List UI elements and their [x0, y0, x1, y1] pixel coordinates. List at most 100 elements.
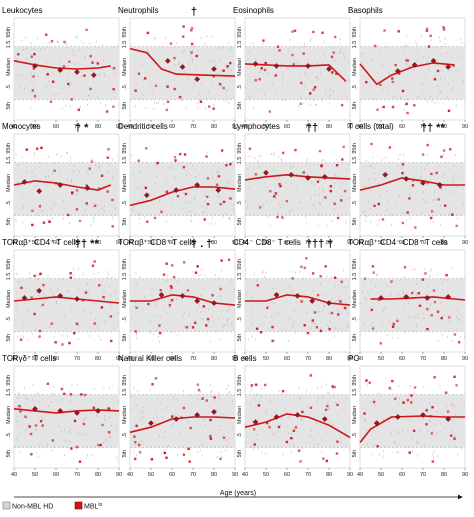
mbl-point: [342, 145, 345, 149]
mbl-point: [133, 457, 137, 461]
mbl-point: [182, 166, 186, 169]
mbl-point: [455, 224, 458, 228]
mbl-point: [406, 111, 409, 115]
x-tick-label: 40: [11, 124, 17, 130]
x-tick-label: 60: [284, 124, 290, 130]
mbl-point: [99, 443, 102, 447]
panel-title: TCRαβ⁺ CD8⁺ T cells: [118, 238, 195, 247]
mbl-point: [75, 322, 79, 325]
mbl-point: [111, 225, 114, 228]
median-marker: [194, 76, 201, 83]
panel-16: PC 95th 1.5 Median .5 5th 40 50 60 70 80 90: [348, 354, 468, 478]
mbl-point: [178, 152, 182, 156]
mbl-point: [324, 265, 327, 268]
mbl-point: [376, 445, 379, 448]
y-tick-label: 95th: [122, 27, 128, 38]
mbl-point: [370, 308, 374, 312]
mbl-point: [158, 324, 161, 327]
median-marker: [74, 69, 80, 75]
mbl-point: [447, 316, 451, 319]
mbl-point: [229, 61, 232, 65]
x-tick-label: 70: [74, 356, 80, 362]
mbl-point: [319, 329, 323, 333]
mbl-point: [402, 401, 405, 404]
x-tick-label: 50: [378, 472, 384, 478]
y-tick-label: 95th: [6, 259, 12, 270]
panel-10: TCRαβ⁺ CD8⁺ T cells† . † 95th 1.5 Median .5 5…: [118, 238, 238, 362]
mbl-point: [426, 327, 429, 331]
mbl-point: [45, 33, 48, 36]
mbl-point: [426, 143, 429, 147]
mbl-point: [335, 452, 339, 455]
panel-title: TCRγδ⁺ T cells: [2, 354, 56, 363]
legend-label-mbl: MBLlo: [84, 502, 103, 511]
mbl-point: [411, 291, 414, 295]
mbl-fit-line: [13, 408, 120, 414]
median-marker: [90, 72, 97, 79]
mbl-point: [290, 436, 293, 440]
median-marker: [445, 294, 452, 300]
panel-15: B cells 95th 1.5 Median .5 5th 40 50 60 70 80 90: [233, 354, 353, 478]
mbl-point: [406, 211, 409, 214]
panel-9: TCRαβ⁺ CD4⁺ T cells†† ** 95th 1.5 Median .5 5…: [2, 238, 122, 362]
mbl-point: [401, 221, 405, 225]
mbl-point: [222, 436, 226, 439]
mbl-point: [453, 437, 456, 440]
y-tick-label: .5: [122, 433, 128, 438]
mbl-point: [85, 28, 88, 32]
mbl-point: [433, 78, 437, 81]
x-tick-label: 60: [284, 356, 290, 362]
mbl-point: [388, 387, 391, 390]
mbl-point: [281, 216, 284, 219]
reference-band: [14, 162, 119, 216]
x-tick-label: 50: [378, 124, 384, 130]
mbl-fit-line: [129, 416, 236, 434]
mbl-point: [206, 177, 210, 180]
y-tick-label: 95th: [6, 375, 12, 386]
mbl-point: [83, 393, 87, 397]
mbl-point: [340, 199, 343, 202]
mbl-point: [299, 460, 302, 463]
mbl-point: [135, 424, 138, 428]
mbl-point: [425, 409, 428, 412]
panel-title: Dendritic cells: [118, 122, 168, 131]
mbl-point: [225, 164, 228, 167]
panel-12: TCRαβ⁺ CD4⁻ CD8⁻ T cells 95th 1.5 Median .5 5…: [348, 238, 468, 362]
x-tick-label: 80: [326, 472, 332, 478]
mbl-point: [274, 192, 278, 195]
mbl-point: [297, 449, 301, 452]
median-marker: [74, 296, 80, 302]
x-tick-label: 80: [441, 472, 447, 478]
median-marker: [403, 294, 410, 300]
x-tick-label: 60: [399, 124, 405, 130]
median-marker: [394, 414, 401, 420]
mbl-point: [36, 147, 39, 150]
y-tick-label: 1.5: [352, 157, 358, 165]
mbl-point: [316, 180, 320, 184]
panel-2: Neutrophils † 95th 1.5 Median .5 5th 40 50 60 70 80…: [118, 6, 238, 130]
panel-title: Leukocytes: [2, 6, 42, 15]
x-tick-label: 70: [190, 240, 196, 246]
mbl-point: [39, 272, 42, 276]
mbl-point: [33, 312, 36, 316]
y-tick-label: Median: [122, 406, 128, 424]
mbl-point: [163, 451, 167, 455]
mbl-point: [53, 169, 56, 172]
mbl-fit-line: [244, 63, 347, 82]
mbl-point: [445, 273, 448, 277]
median-marker: [445, 416, 452, 422]
x-tick-label: 90: [347, 356, 353, 362]
mbl-point: [93, 260, 96, 263]
mbl-point: [70, 98, 73, 101]
y-tick-label: Median: [122, 58, 128, 76]
reference-band: [360, 46, 465, 100]
median-marker: [74, 410, 80, 416]
mbl-point: [100, 306, 104, 309]
mbl-point: [318, 149, 322, 153]
x-tick-label: 60: [284, 472, 290, 478]
mbl-point: [442, 28, 446, 31]
mbl-point: [54, 341, 57, 344]
mbl-point: [107, 431, 111, 434]
mbl-point: [105, 110, 109, 113]
reference-band: [245, 394, 350, 448]
